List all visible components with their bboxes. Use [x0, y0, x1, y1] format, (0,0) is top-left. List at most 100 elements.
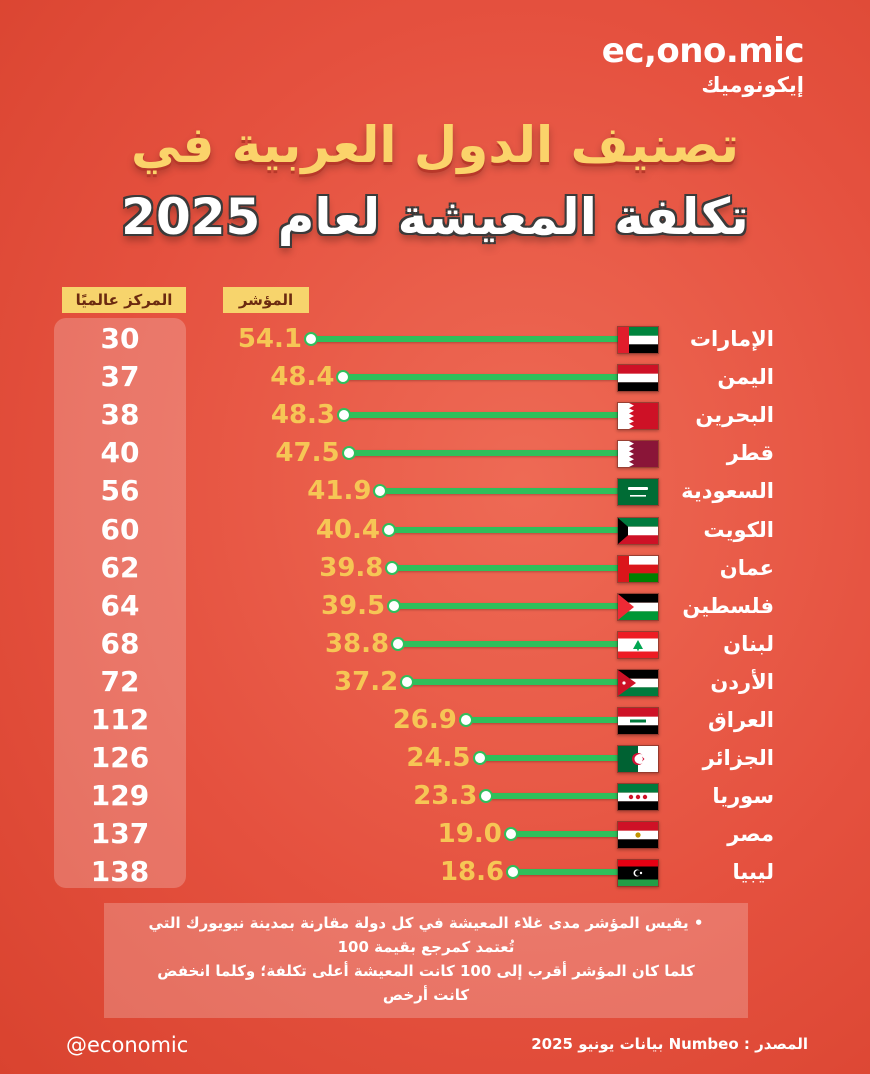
title-line-2: تكلفة المعيشة لعام 2025 [121, 188, 749, 246]
index-value-label: 26.9 [392, 705, 457, 735]
index-bar [379, 488, 618, 495]
index-value-label: 47.5 [275, 438, 340, 469]
index-bar [464, 717, 618, 723]
bar-end-marker [337, 408, 352, 423]
global-rank-label: 56 [100, 474, 140, 508]
index-value-label: 48.3 [270, 400, 336, 431]
country-label: ليبيا [732, 860, 775, 885]
logo-latin-text: ec,ono.mic [601, 31, 805, 71]
bar-end-marker [387, 598, 402, 613]
country-label: السعودية [681, 479, 774, 504]
note-line-4: كانت أرخص [382, 986, 470, 1004]
index-value-label: 23.3 [413, 781, 478, 812]
global-rank-label: 40 [100, 436, 140, 470]
index-bar [512, 869, 618, 876]
index-value-label: 37.2 [334, 666, 399, 697]
global-rank-label: 112 [90, 703, 150, 736]
global-rank-label: 68 [100, 626, 140, 660]
iraq-flag-icon [617, 707, 659, 735]
index-bar [406, 678, 618, 685]
index-bar [478, 755, 618, 762]
index-value-label: 18.6 [439, 857, 505, 888]
bar-end-marker [304, 332, 318, 346]
country-label: العراق [708, 708, 774, 732]
saudi-flag-icon [617, 478, 659, 507]
rank-panel [54, 318, 186, 888]
index-value-label: 54.1 [237, 324, 302, 354]
index-bar [397, 640, 618, 647]
country-label: الجزائر [702, 746, 774, 771]
index-bar [387, 526, 618, 533]
global-rank-label: 30 [100, 322, 140, 355]
index-value-label: 48.4 [270, 362, 335, 393]
title-line-1: تصنيف الدول العربية في [131, 116, 739, 174]
global-rank-label: 38 [100, 398, 140, 432]
country-label: عمان [719, 555, 774, 580]
algeria-flag-icon [617, 745, 659, 774]
index-bar [509, 831, 618, 838]
bar-end-marker [381, 522, 396, 537]
social-handle: @economic [66, 1033, 189, 1057]
bar-end-marker [400, 674, 415, 689]
country-label: البحرين [695, 403, 774, 428]
country-label: سوريا [712, 784, 774, 809]
index-value-label: 24.5 [406, 743, 471, 774]
country-label: اليمن [717, 365, 774, 390]
qatar-flag-icon [617, 440, 659, 469]
index-bar [391, 564, 618, 571]
index-value-label: 41.9 [307, 476, 372, 507]
palestine-flag-icon [617, 592, 659, 621]
note-line-3: كلما كان المؤشر أقرب إلى 100 كانت المعيش… [157, 962, 695, 980]
bar-end-marker [385, 560, 400, 575]
yemen-flag-icon [617, 364, 659, 393]
bar-end-marker [506, 865, 521, 880]
index-bar [393, 602, 618, 609]
bahrain-flag-icon [617, 402, 659, 431]
index-value-label: 38.8 [324, 628, 390, 659]
rank-column-header: المركز عالميًا [62, 287, 186, 313]
oman-flag-icon [617, 554, 659, 583]
global-rank-label: 138 [90, 855, 150, 889]
egypt-flag-icon [617, 821, 659, 850]
country-label: الإمارات [689, 327, 774, 351]
index-value-label: 39.5 [320, 590, 386, 621]
methodology-note: • يقيس المؤشر مدى غلاء المعيشة في كل دول… [104, 903, 748, 1018]
uae-flag-icon [617, 326, 659, 354]
global-rank-label: 126 [90, 741, 150, 775]
bar-end-marker [341, 446, 356, 461]
logo-arabic-text: إيكونوميك [701, 73, 804, 97]
country-label: مصر [727, 822, 774, 847]
bar-end-marker [503, 827, 518, 842]
jordan-flag-icon [617, 668, 659, 697]
note-line-1: • يقيس المؤشر مدى غلاء المعيشة في كل دول… [148, 914, 704, 932]
global-rank-label: 137 [90, 817, 150, 851]
index-bar [342, 374, 618, 381]
index-column-header: المؤشر [223, 287, 309, 313]
bar-end-marker [472, 751, 487, 766]
libya-flag-icon [617, 859, 659, 888]
index-value-label: 39.8 [319, 552, 384, 583]
bar-end-marker [479, 789, 494, 804]
index-bar [347, 450, 618, 457]
global-rank-label: 37 [100, 360, 140, 394]
bar-end-marker [391, 636, 406, 651]
country-label: فلسطين [682, 593, 774, 618]
kuwait-flag-icon [617, 516, 659, 545]
index-bar [343, 412, 618, 419]
bar-end-marker [373, 484, 388, 499]
syria-flag-icon [617, 783, 659, 812]
country-label: الكويت [703, 517, 774, 542]
index-value-label: 40.4 [315, 514, 380, 545]
global-rank-label: 64 [100, 588, 140, 622]
bar-end-marker [458, 713, 473, 727]
index-value-label: 19.0 [437, 819, 502, 850]
brand-logo: ec,ono.mic إيكونوميك [601, 31, 805, 98]
index-bar [310, 336, 618, 342]
bar-end-marker [336, 370, 351, 385]
global-rank-label: 60 [100, 512, 140, 546]
global-rank-label: 62 [100, 550, 140, 584]
country-label: الأردن [710, 669, 774, 694]
global-rank-label: 129 [90, 779, 150, 813]
note-line-2: تُعتمد كمرجع بقيمة 100 [337, 938, 515, 956]
